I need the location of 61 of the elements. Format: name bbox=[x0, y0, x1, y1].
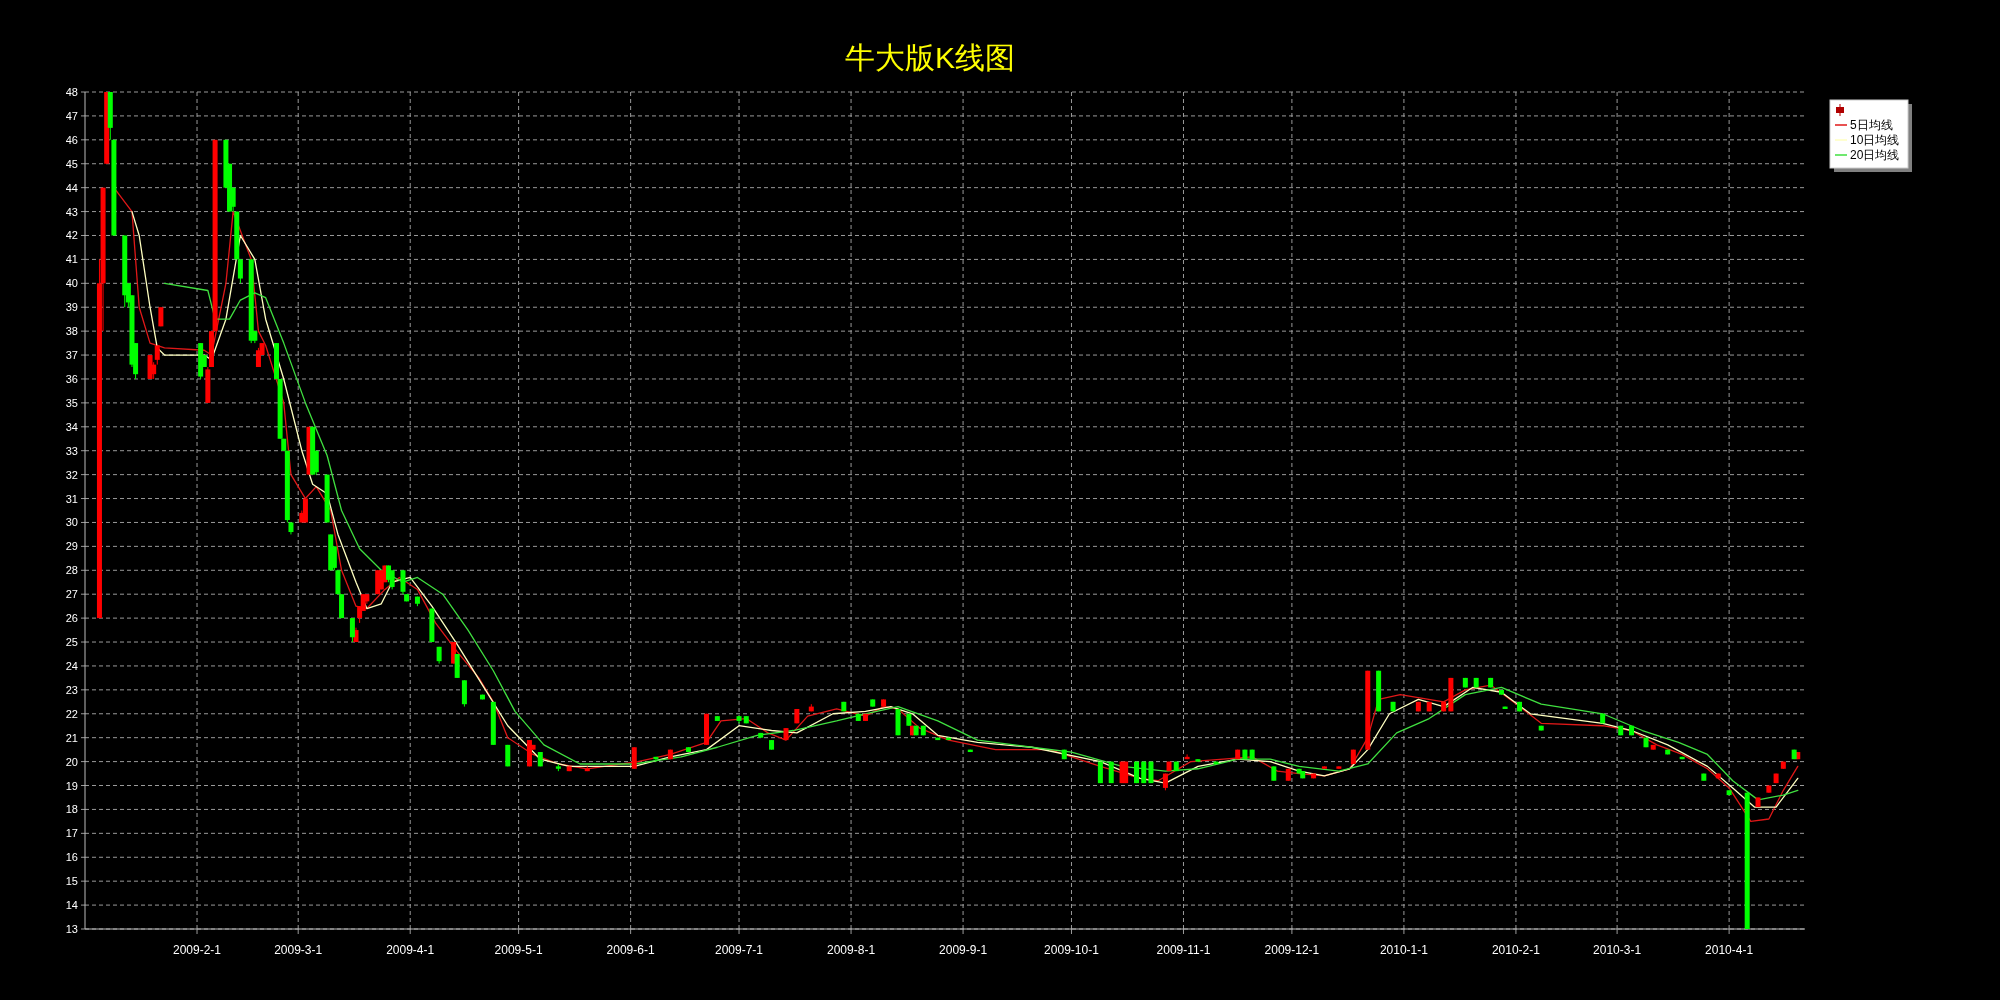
y-tick-label: 44 bbox=[65, 181, 78, 194]
candlestick bbox=[389, 569, 395, 590]
y-tick-label: 24 bbox=[65, 659, 78, 672]
y-tick-label: 32 bbox=[65, 468, 78, 481]
x-tick-label: 2009-10-1 bbox=[1044, 943, 1100, 957]
y-tick-label: 25 bbox=[65, 636, 78, 649]
chart-title: 牛大版K线图 bbox=[844, 41, 1016, 74]
candlestick bbox=[631, 746, 637, 770]
y-tick-label: 23 bbox=[65, 683, 78, 696]
y-tick-label: 22 bbox=[65, 707, 78, 720]
y-tick-label: 31 bbox=[65, 492, 78, 505]
y-tick-label: 35 bbox=[65, 396, 78, 409]
x-tick-label: 2010-4-1 bbox=[1705, 943, 1754, 957]
candlestick bbox=[451, 641, 457, 665]
y-tick-label: 39 bbox=[65, 301, 78, 314]
y-tick-label: 36 bbox=[65, 372, 78, 385]
y-tick-label: 41 bbox=[65, 253, 78, 266]
x-tick-label: 2009-8-1 bbox=[827, 943, 876, 957]
x-tick-label: 2010-3-1 bbox=[1593, 943, 1642, 957]
y-tick-label: 37 bbox=[65, 349, 78, 362]
y-tick-label: 47 bbox=[65, 109, 78, 122]
legend-label: 10日均线 bbox=[1850, 133, 1900, 147]
x-tick-label: 2010-2-1 bbox=[1491, 943, 1541, 957]
y-tick-label: 30 bbox=[65, 516, 78, 529]
y-tick-label: 13 bbox=[65, 923, 78, 935]
x-tick-label: 2009-7-1 bbox=[715, 943, 764, 957]
x-tick-label: 2009-12-1 bbox=[1264, 943, 1320, 957]
legend-label: 20日均线 bbox=[1850, 148, 1900, 162]
y-tick-label: 20 bbox=[65, 755, 78, 768]
candlestick bbox=[154, 344, 160, 366]
candlestick bbox=[400, 569, 406, 595]
y-tick-label: 34 bbox=[65, 420, 78, 433]
x-tick-label: 2010-1-1 bbox=[1379, 943, 1429, 957]
x-tick-label: 2009-2-1 bbox=[172, 943, 222, 957]
x-tick-label: 2009-11-1 bbox=[1156, 943, 1211, 957]
y-tick-label: 33 bbox=[65, 444, 78, 457]
y-tick-label: 42 bbox=[65, 229, 78, 242]
x-tick-label: 2009-5-1 bbox=[494, 943, 543, 957]
x-tick-label: 2009-9-1 bbox=[939, 943, 988, 957]
x-tick-label: 2009-6-1 bbox=[606, 943, 655, 957]
x-tick-label: 2009-3-1 bbox=[274, 943, 323, 957]
y-tick-label: 48 bbox=[65, 86, 78, 98]
y-tick-label: 19 bbox=[65, 779, 78, 792]
y-tick-label: 17 bbox=[65, 827, 78, 840]
y-tick-label: 26 bbox=[65, 612, 78, 625]
y-tick-label: 27 bbox=[65, 588, 78, 601]
y-tick-label: 45 bbox=[65, 157, 78, 170]
y-tick-label: 46 bbox=[65, 133, 78, 146]
y-tick-label: 18 bbox=[65, 803, 78, 816]
y-tick-label: 43 bbox=[65, 205, 78, 218]
x-tick-label: 2009-4-1 bbox=[386, 943, 435, 957]
y-tick-label: 21 bbox=[65, 731, 78, 744]
y-tick-label: 38 bbox=[65, 325, 78, 338]
candlestick bbox=[461, 679, 467, 708]
y-tick-label: 28 bbox=[65, 564, 78, 577]
legend-label: 5日均线 bbox=[1850, 118, 1893, 132]
y-tick-label: 40 bbox=[65, 277, 78, 290]
y-tick-label: 15 bbox=[65, 875, 78, 888]
y-tick-label: 16 bbox=[65, 851, 78, 864]
y-tick-label: 14 bbox=[65, 899, 78, 912]
y-tick-label: 29 bbox=[65, 540, 78, 553]
